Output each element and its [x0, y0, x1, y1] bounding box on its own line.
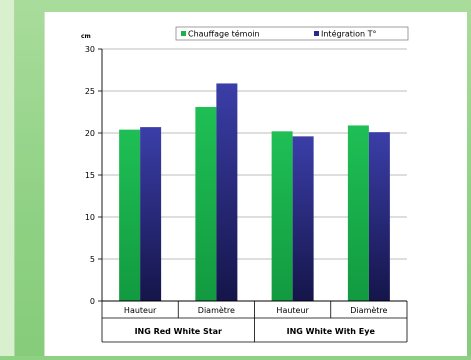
y-tick-label: 0: [90, 297, 95, 306]
legend-swatch-integration: [314, 31, 319, 36]
legend-label-chauffage: Chauffage témoin: [188, 29, 260, 39]
y-tick-label: 15: [85, 171, 95, 180]
y-tick-label: 10: [85, 213, 95, 222]
y-tick-label: 25: [85, 87, 95, 96]
x-tick-label: Hauteur: [124, 306, 157, 315]
x-axis-table: Hauteur Diamètre Hauteur Diamètre ING Red Wh…: [102, 301, 407, 342]
bar-chauffage-1: [195, 107, 216, 301]
bar-integration-1: [216, 83, 237, 301]
bar-integration-0: [140, 127, 161, 301]
y-tick-label: 20: [85, 129, 95, 138]
bar-chauffage-2: [272, 131, 293, 301]
bars: [119, 83, 390, 301]
bar-chart: 0 5 10 15 20 25 30 Hauteur Diamètre Hauteur Diamè…: [45, 12, 467, 356]
x-group-label: ING White With Eye: [287, 327, 376, 336]
x-tick-label: Diamètre: [198, 305, 235, 315]
y-tick-labels: 0 5 10 15 20 25 30: [85, 45, 95, 306]
legend-swatch-chauffage: [181, 31, 186, 36]
legend: Chauffage témoin Intégration T°: [176, 27, 408, 40]
chart-frame: 0 5 10 15 20 25 30 Hauteur Diamètre Hauteur Diamè…: [44, 12, 467, 356]
bar-integration-2: [293, 136, 314, 301]
bar-chauffage-0: [119, 130, 140, 301]
bar-integration-3: [369, 132, 390, 301]
x-tick-label: Hauteur: [276, 306, 309, 315]
x-tick-label: Diamètre: [350, 305, 387, 315]
y-axis-unit-label: cm: [81, 33, 91, 40]
x-group-label: ING Red White Star: [135, 327, 222, 336]
left-panel: [0, 0, 15, 356]
legend-label-integration: Intégration T°: [321, 29, 377, 39]
bar-chauffage-3: [348, 125, 369, 301]
y-tick-label: 30: [85, 45, 95, 54]
y-tick-label: 5: [90, 255, 95, 264]
